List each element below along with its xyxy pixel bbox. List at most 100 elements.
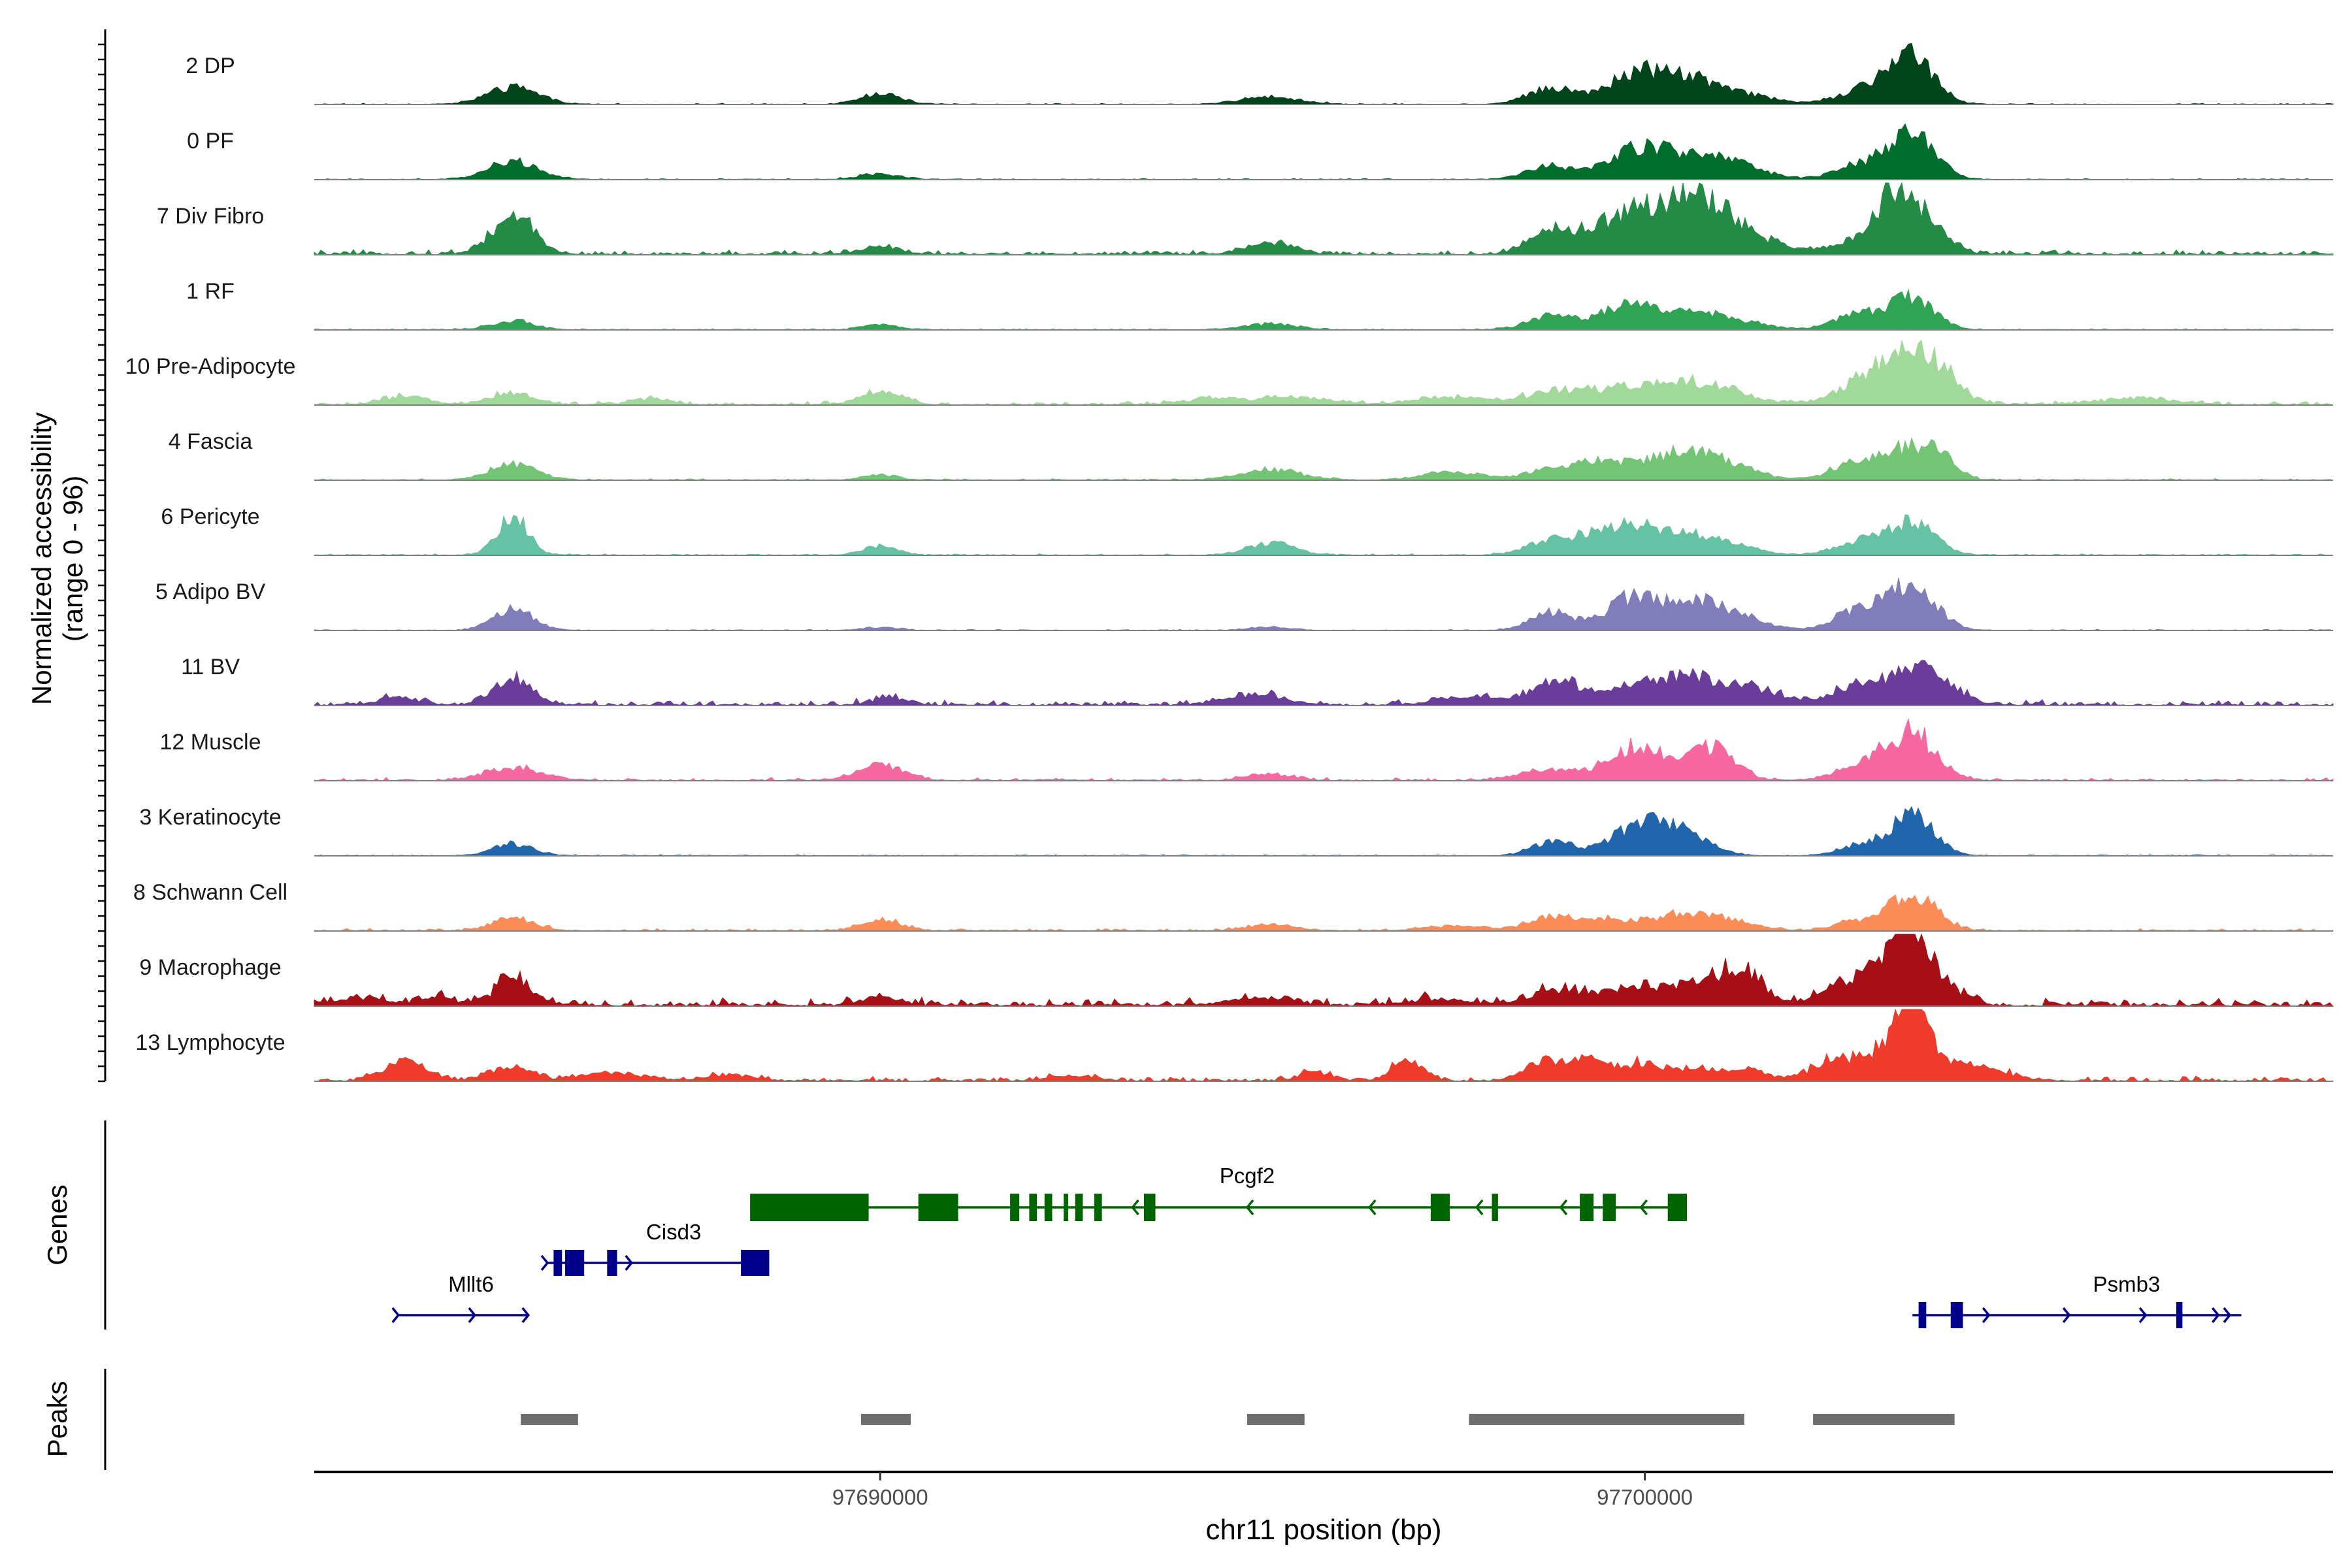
track-label: 6 Pericyte <box>161 504 259 529</box>
strand-arrow <box>1982 1307 1991 1324</box>
coverage-track: 10 Pre-Adipocyte <box>125 339 2334 406</box>
gene-exon <box>553 1250 563 1276</box>
strand-arrow <box>1245 1199 1254 1216</box>
peaks-panel-title: Peaks <box>42 1381 73 1458</box>
gene-label: Pcgf2 <box>1220 1164 1275 1188</box>
gene-label: Psmb3 <box>2093 1272 2161 1296</box>
strand-arrow <box>1131 1199 1139 1216</box>
gene-exon <box>1044 1194 1053 1221</box>
coverage-track: 12 Muscle <box>160 717 2334 781</box>
peak-region <box>521 1414 578 1425</box>
coverage-track: 6 Pericyte <box>161 504 2333 556</box>
gene-exon <box>1918 1302 1927 1328</box>
peak-region <box>1813 1414 1955 1425</box>
coverage-area <box>314 182 2334 255</box>
coverage-tracks: 2 DP 0 PF 7 Div Fibro 1 RF 10 Pre-Adipocyte 4… <box>125 42 2334 1082</box>
track-label: 2 DP <box>186 54 235 78</box>
strand-arrow <box>2212 1307 2220 1324</box>
gene-mllt6: Mllt6 <box>391 1272 530 1324</box>
gene-exon <box>1143 1194 1156 1221</box>
gene-exon <box>1029 1194 1037 1221</box>
track-label: 9 Macrophage <box>139 955 281 980</box>
coverage-track: 13 Lymphocyte <box>135 1008 2334 1082</box>
strand-arrow <box>468 1307 477 1324</box>
strand-arrow <box>540 1254 549 1271</box>
coverage-area <box>314 123 2333 180</box>
x-axis-title: chr11 position (bp) <box>1205 1514 1441 1546</box>
coverage-area <box>314 514 2333 556</box>
gene-pcgf2: Pcgf2 <box>750 1164 1687 1221</box>
coverage-track: 5 Adipo BV <box>155 578 2334 631</box>
track-label: 7 Div Fibro <box>157 204 264 229</box>
coverage-track: 1 RF <box>186 279 2334 331</box>
gene-psmb3: Psmb3 <box>1912 1272 2242 1328</box>
track-label: 4 Fascia <box>169 429 253 454</box>
gene-exon <box>750 1194 869 1221</box>
gene-exon <box>564 1250 585 1276</box>
coverage-area <box>314 42 2334 105</box>
coverage-area <box>314 578 2334 631</box>
gene-exon <box>1580 1194 1594 1221</box>
strand-arrow <box>2062 1307 2071 1324</box>
gene-exon <box>1010 1194 1020 1221</box>
strand-arrow <box>2138 1307 2148 1324</box>
coverage-track: 11 BV <box>181 655 2334 706</box>
gene-exon <box>1603 1194 1616 1221</box>
coverage-track: 3 Keratinocyte <box>139 805 2334 857</box>
coverage-track: 4 Fascia <box>169 429 2334 481</box>
gene-exon <box>1094 1194 1102 1221</box>
y-axis-title: Normalized accessibility <box>26 412 57 705</box>
strand-arrow <box>391 1307 400 1324</box>
strand-arrow <box>1367 1199 1377 1216</box>
coverage-area <box>314 894 2334 932</box>
strand-arrow <box>625 1254 634 1271</box>
coverage-area <box>314 806 2334 857</box>
track-label: 3 Keratinocyte <box>139 805 281 830</box>
coverage-y-ticks <box>98 43 105 1083</box>
genes-panel-title: Genes <box>42 1184 73 1266</box>
strand-arrow <box>521 1307 530 1324</box>
y-axis-title-range: (range 0 - 96) <box>57 476 88 642</box>
coverage-area <box>314 660 2334 706</box>
coverage-area <box>314 717 2334 781</box>
gene-exon <box>1075 1194 1083 1221</box>
strand-arrow <box>1639 1199 1648 1216</box>
track-label: 11 BV <box>181 655 240 679</box>
track-label: 8 Schwann Cell <box>133 880 287 905</box>
coverage-area <box>314 436 2334 481</box>
gene-exon <box>1430 1194 1450 1221</box>
gene-label: Mllt6 <box>448 1272 494 1296</box>
coverage-area <box>314 1008 2334 1082</box>
gene-exon <box>2176 1302 2183 1328</box>
gene-exon <box>918 1194 958 1221</box>
x-tick-label: 97700000 <box>1597 1485 1693 1509</box>
track-label: 12 Muscle <box>160 730 261 755</box>
gene-exon <box>1667 1194 1687 1221</box>
coverage-track: 9 Macrophage <box>139 933 2334 1007</box>
coverage-track: 2 DP <box>186 42 2334 105</box>
peak-region <box>1247 1414 1305 1425</box>
x-tick-label: 97690000 <box>832 1485 928 1509</box>
peaks-track <box>521 1414 1955 1425</box>
gene-exon <box>1492 1194 1498 1221</box>
strand-arrow <box>2223 1307 2232 1324</box>
gene-cisd3: Cisd3 <box>540 1220 770 1276</box>
track-label: 5 Adipo BV <box>155 580 266 604</box>
coverage-track: 0 PF <box>187 123 2333 180</box>
coverage-area <box>314 339 2334 406</box>
gene-exon <box>741 1250 770 1276</box>
gene-annotation-track: Mllt6 Cisd3 Pcgf2 Psmb3 <box>391 1164 2242 1328</box>
peak-region <box>860 1414 911 1425</box>
strand-arrow <box>1559 1199 1568 1216</box>
peak-region <box>1469 1414 1744 1425</box>
gene-exon <box>1064 1194 1069 1221</box>
x-axis-ticks: 97690000 97700000 <box>832 1472 1693 1509</box>
track-label: 13 Lymphocyte <box>135 1030 285 1055</box>
track-label: 0 PF <box>187 129 234 154</box>
coverage-area <box>314 933 2334 1007</box>
coverage-track: 8 Schwann Cell <box>133 880 2334 932</box>
coverage-track: 7 Div Fibro <box>157 182 2334 255</box>
coverage-area <box>314 288 2334 331</box>
track-label: 1 RF <box>186 279 235 304</box>
